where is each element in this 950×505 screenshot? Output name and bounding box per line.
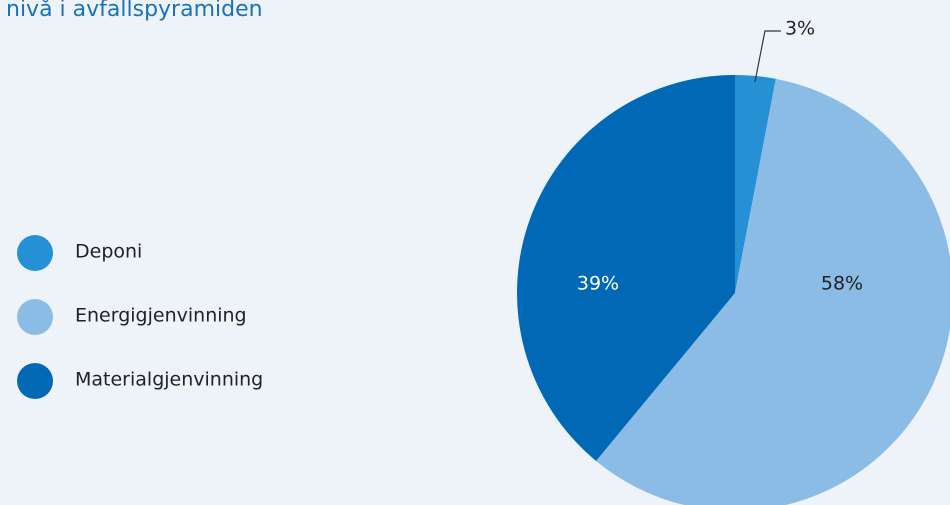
- legend-label: Materialgjenvinning: [75, 369, 263, 391]
- legend-label: Energigjenvinning: [75, 305, 247, 327]
- data-label: 39%: [577, 273, 619, 295]
- leader-line: [754, 30, 781, 83]
- legend-swatch: [17, 299, 53, 335]
- legend-label: Deponi: [75, 241, 142, 263]
- pie-slice: [596, 78, 950, 505]
- legend-swatch: [17, 235, 53, 271]
- data-label: 58%: [821, 273, 863, 295]
- data-label: 3%: [785, 18, 815, 40]
- chart-title: nivå i avfallspyramiden: [6, 0, 263, 22]
- pie-slice: [735, 75, 776, 293]
- pie-slice: [516, 74, 735, 461]
- legend-swatch: [17, 363, 53, 399]
